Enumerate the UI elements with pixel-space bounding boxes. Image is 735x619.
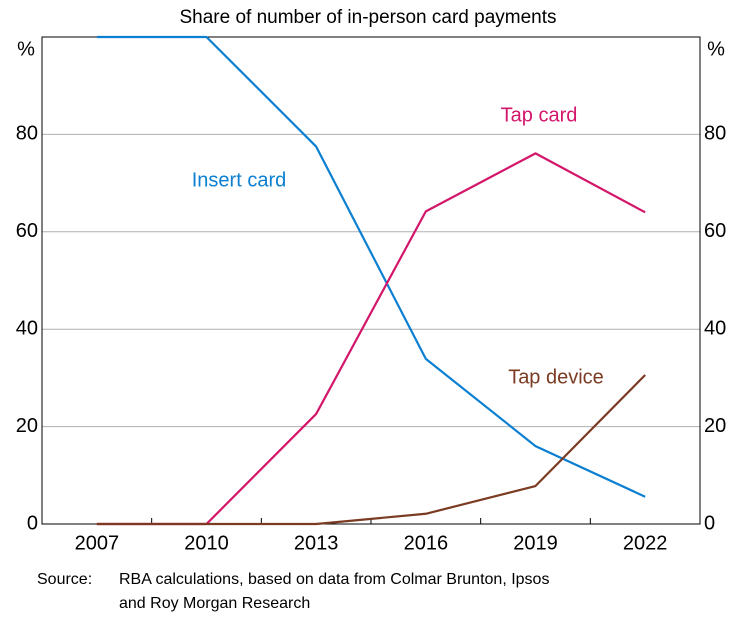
y2-tick-label: 80 (704, 123, 726, 145)
series-label: Tap device (508, 366, 604, 388)
y-unit: % (17, 38, 35, 60)
y-tick-label: 0 (27, 512, 38, 534)
series-line (96, 35, 646, 498)
series-line (96, 374, 646, 526)
y2-tick-label: 40 (704, 317, 726, 339)
x-tick-label: 2013 (294, 532, 339, 554)
chart-subtitle: Share of number of in-person card paymen… (179, 7, 556, 28)
y2-tick-label: 0 (704, 512, 715, 534)
y2-tick-label: 20 (704, 415, 726, 437)
x-tick-label: 2016 (404, 532, 449, 554)
source-label: Source: (37, 571, 92, 588)
y2-tick-label: 60 (704, 220, 726, 242)
series-label: Insert card (192, 169, 286, 191)
series-label: Tap card (501, 104, 578, 126)
source-text: RBA calculations, based on data from Col… (119, 571, 549, 588)
x-tick-label: 2010 (184, 532, 229, 554)
y-tick-label: 80 (16, 123, 38, 145)
x-tick-label: 2019 (513, 532, 558, 554)
y2-unit: % (707, 38, 725, 60)
y-tick-label: 40 (16, 317, 38, 339)
series-line (96, 152, 646, 526)
x-tick-label: 2022 (623, 532, 668, 554)
source-text: and Roy Morgan Research (119, 595, 310, 612)
x-tick-label: 2007 (75, 532, 120, 554)
plot-frame (41, 36, 701, 525)
y-tick-label: 60 (16, 220, 38, 242)
y-tick-label: 20 (16, 415, 38, 437)
